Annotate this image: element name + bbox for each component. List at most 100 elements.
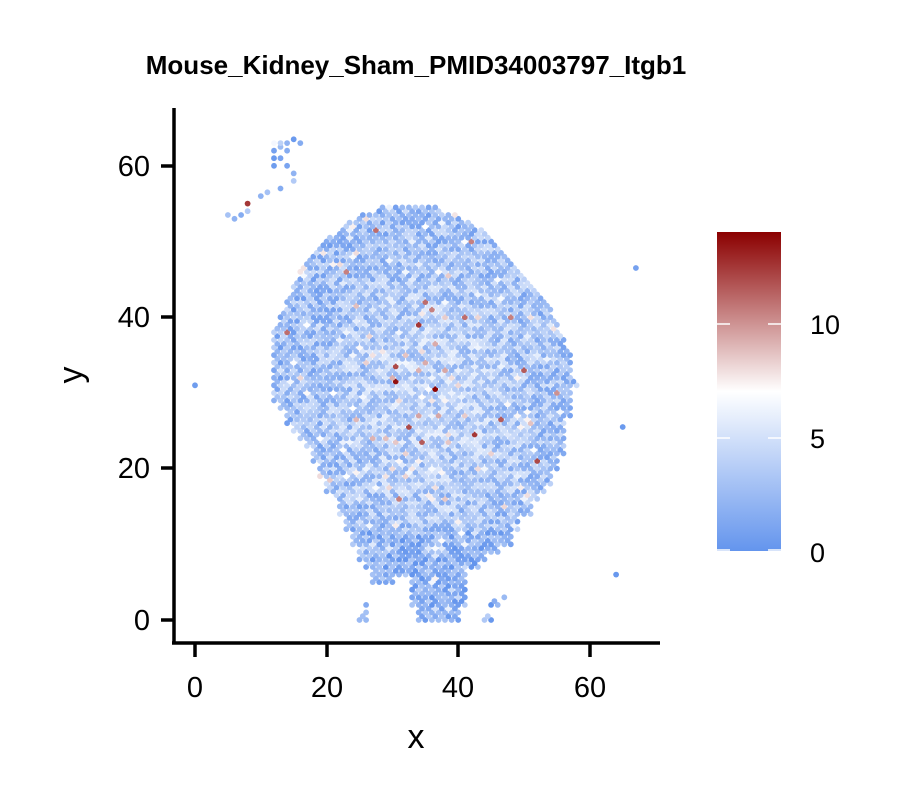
spot-point <box>402 306 409 313</box>
spot-point <box>382 511 389 517</box>
spot-point <box>297 321 304 328</box>
spot-point <box>333 378 340 385</box>
spot-point <box>567 412 573 419</box>
spot-point <box>359 522 366 529</box>
spot-point <box>300 340 307 347</box>
spot-point <box>435 253 442 260</box>
spot-point <box>356 549 363 555</box>
x-tick-label: 0 <box>187 672 203 704</box>
spot-point <box>297 382 304 389</box>
spot-point <box>392 310 399 317</box>
spot-point <box>399 507 406 514</box>
spot-point <box>382 549 389 555</box>
spot-point <box>244 208 251 215</box>
spot-point <box>409 571 415 578</box>
spot-point <box>284 344 290 351</box>
spot-point <box>498 484 504 491</box>
spot-point <box>435 526 442 533</box>
spot-point <box>478 477 485 483</box>
spot-point <box>514 496 521 502</box>
spot-point <box>567 352 573 358</box>
spot-point <box>488 253 494 260</box>
spot-point <box>363 511 369 517</box>
spot-point <box>366 340 373 347</box>
spot-point <box>323 427 330 434</box>
spot-point <box>484 613 491 620</box>
spot-point <box>277 155 284 162</box>
spot-point <box>343 435 350 442</box>
spot-point <box>327 484 333 491</box>
spot-point <box>540 367 547 374</box>
spot-point <box>336 321 343 328</box>
spot-point <box>402 443 409 449</box>
spot-point <box>399 272 406 279</box>
spot-point <box>442 564 448 570</box>
spot-point <box>419 567 425 574</box>
spot-point <box>524 401 531 408</box>
spot-point <box>465 234 471 241</box>
spot-point <box>412 499 419 506</box>
spot-point <box>363 284 369 290</box>
spot-point <box>294 333 300 339</box>
spot-point <box>452 363 458 370</box>
spot-point <box>382 238 389 245</box>
spot-point <box>531 484 537 491</box>
spot-point <box>300 302 307 309</box>
spot-point <box>376 488 383 495</box>
spot-point <box>534 352 541 358</box>
spot-point <box>432 212 439 218</box>
spot-point <box>540 314 547 321</box>
spot-point <box>478 499 485 506</box>
spot-point <box>504 461 511 468</box>
spot-point <box>445 522 452 529</box>
spot-point <box>369 261 376 268</box>
spot-point <box>494 518 501 525</box>
spot-point <box>333 363 340 370</box>
spot-point <box>471 446 478 453</box>
x-tick-label: 40 <box>442 672 474 704</box>
spot-point <box>412 583 419 589</box>
spot-point <box>484 302 491 309</box>
spot-point <box>369 238 376 245</box>
spot-point <box>402 276 409 283</box>
spot-point <box>422 488 429 495</box>
spot-point <box>517 371 524 377</box>
spot-point <box>396 231 402 237</box>
spot-point <box>415 443 422 449</box>
spot-point <box>412 545 419 551</box>
spot-point <box>475 503 481 510</box>
spot-point <box>376 503 383 510</box>
spot-point <box>346 265 353 271</box>
spot-point <box>382 533 389 540</box>
spot-point <box>458 272 465 279</box>
spot-point <box>429 306 435 313</box>
spot-point <box>452 537 458 544</box>
spot-point <box>346 325 353 332</box>
spot-point <box>445 408 452 415</box>
spot-point <box>442 390 448 396</box>
spot-point <box>475 480 481 487</box>
spot-point <box>445 484 452 491</box>
spot-point <box>465 280 471 286</box>
spot-point <box>511 348 517 355</box>
spot-point <box>422 586 429 593</box>
spot-point <box>484 295 491 302</box>
spot-point <box>425 484 432 491</box>
spot-point <box>304 420 310 427</box>
spot-point <box>379 469 386 476</box>
spot-point <box>517 302 524 309</box>
spot-point <box>494 549 501 555</box>
spot-point <box>419 325 425 332</box>
spot-point <box>432 302 439 309</box>
spot-point <box>494 435 501 442</box>
spot-point <box>501 496 508 502</box>
spot-point <box>501 329 508 336</box>
spot-point <box>317 253 323 260</box>
spot-point <box>554 359 560 366</box>
spot-point <box>406 537 412 544</box>
spot-point <box>475 397 481 404</box>
spot-point <box>524 355 531 362</box>
spot-point <box>425 401 432 408</box>
spot-point <box>425 583 432 589</box>
colorbar-label: 0 <box>810 538 825 568</box>
